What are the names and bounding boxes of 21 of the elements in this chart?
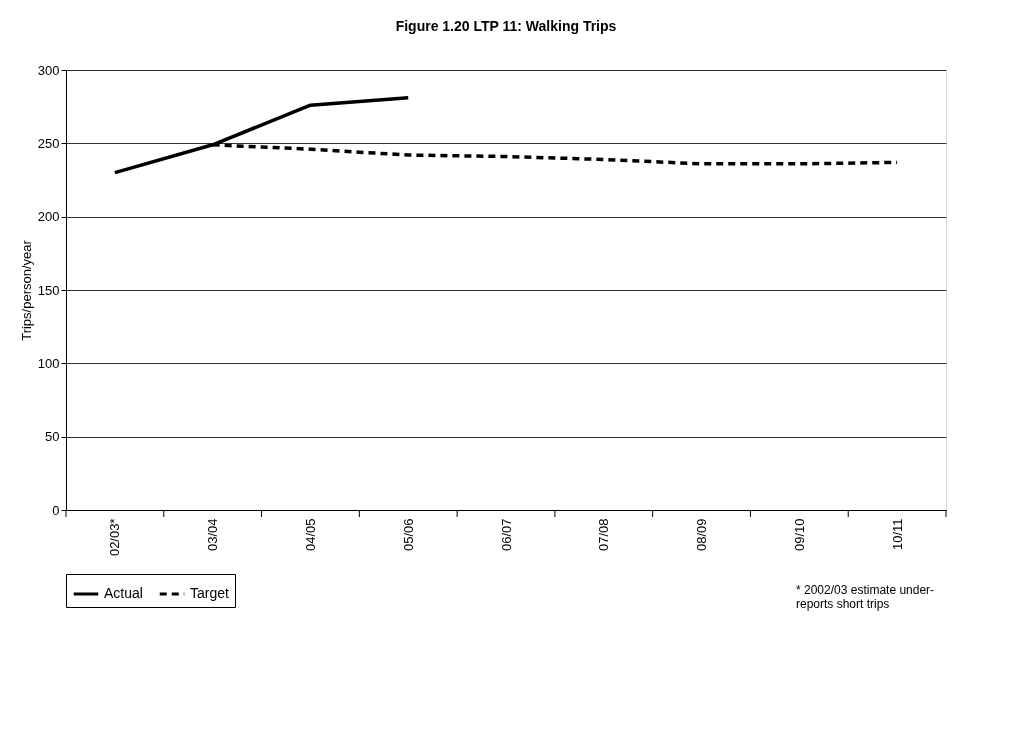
legend-label: Actual [104, 585, 143, 601]
y-tick-label: 250 [37, 135, 60, 151]
y-tick-label: 50 [45, 429, 60, 445]
x-tick-label: 06/07 [498, 518, 514, 552]
y-tick-label: 200 [37, 209, 60, 225]
y-axis-title: Trips/person/year [18, 239, 34, 341]
y-tick-label: 150 [37, 282, 60, 298]
x-tick-label: 08/09 [694, 518, 710, 552]
x-tick-label: 07/08 [596, 518, 612, 552]
x-tick-label: 03/04 [205, 518, 221, 552]
x-tick-label: 05/06 [400, 518, 416, 552]
x-tick-label: 02/03* [107, 518, 123, 557]
x-tick-label: 04/05 [302, 518, 318, 552]
y-tick-label: 100 [37, 355, 60, 371]
legend-label: Target [190, 585, 230, 601]
x-tick-label: 10/11 [889, 518, 905, 551]
y-tick-label: 300 [37, 62, 60, 78]
text: * 2002/03 estimate under-reports short trips [796, 583, 935, 611]
y-tick-label: 0 [52, 502, 60, 518]
chart-title: Figure 1.20 LTP 11: Walking Trips [395, 18, 617, 34]
x-tick-label: 09/10 [791, 518, 807, 552]
